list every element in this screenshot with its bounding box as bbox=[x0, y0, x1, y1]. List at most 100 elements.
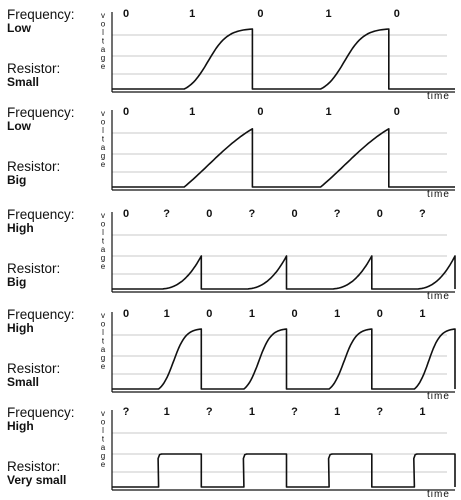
bit-label: ? bbox=[291, 406, 298, 418]
voltage-letter: g bbox=[101, 254, 105, 263]
frequency-label: Frequency: bbox=[7, 7, 75, 22]
bit-label: 1 bbox=[326, 8, 332, 20]
voltage-letter: e bbox=[101, 262, 106, 271]
resistor-label: Resistor: bbox=[7, 159, 60, 174]
bit-label: 0 bbox=[206, 208, 212, 220]
voltage-letter: t bbox=[102, 337, 105, 346]
voltage-trace bbox=[112, 453, 456, 488]
resistor-label: Resistor: bbox=[7, 459, 60, 474]
voltage-letter: v bbox=[101, 109, 105, 118]
bit-label: ? bbox=[249, 208, 256, 220]
bit-label: 1 bbox=[419, 308, 425, 320]
bit-label: 0 bbox=[257, 106, 263, 118]
time-axis-label: time bbox=[427, 291, 450, 302]
bit-label: 0 bbox=[377, 208, 383, 220]
bit-label: 1 bbox=[189, 106, 195, 118]
bit-label: 1 bbox=[334, 308, 340, 320]
voltage-letter: g bbox=[101, 152, 105, 161]
voltage-trace bbox=[112, 128, 455, 188]
frequency-label: Frequency: bbox=[7, 207, 75, 222]
time-axis-label: time bbox=[427, 189, 450, 200]
resistor-value: Small bbox=[7, 375, 39, 389]
voltage-letter: o bbox=[101, 118, 106, 127]
bit-label: ? bbox=[376, 406, 383, 418]
frequency-value: High bbox=[7, 221, 34, 235]
time-axis-label: time bbox=[427, 91, 450, 102]
frequency-value: High bbox=[7, 321, 34, 335]
bit-label: 0 bbox=[257, 8, 263, 20]
bit-label: 1 bbox=[334, 406, 340, 418]
voltage-letter: a bbox=[101, 143, 106, 152]
bit-label: 0 bbox=[291, 208, 297, 220]
voltage-letter: e bbox=[101, 362, 106, 371]
voltage-trace bbox=[112, 328, 456, 390]
voltage-letter: l bbox=[102, 328, 104, 337]
voltage-letter: v bbox=[101, 409, 105, 418]
frequency-value: High bbox=[7, 419, 34, 433]
bit-label: 1 bbox=[419, 406, 425, 418]
bit-label: 0 bbox=[206, 308, 212, 320]
bit-label: 0 bbox=[123, 8, 129, 20]
frequency-value: Low bbox=[7, 21, 32, 35]
bit-label: ? bbox=[206, 406, 213, 418]
resistor-value: Small bbox=[7, 75, 39, 89]
voltage-letter: g bbox=[101, 354, 105, 363]
voltage-letter: l bbox=[102, 126, 104, 135]
voltage-letter: o bbox=[101, 20, 106, 29]
voltage-letter: v bbox=[101, 211, 105, 220]
bit-label: 0 bbox=[377, 308, 383, 320]
voltage-letter: t bbox=[102, 435, 105, 444]
voltage-letter: e bbox=[101, 460, 106, 469]
voltage-letter: g bbox=[101, 54, 105, 63]
voltage-letter: o bbox=[101, 220, 106, 229]
voltage-letter: e bbox=[101, 62, 106, 71]
resistor-label: Resistor: bbox=[7, 261, 60, 276]
voltage-letter: o bbox=[101, 418, 106, 427]
bit-label: 1 bbox=[164, 406, 170, 418]
voltage-letter: l bbox=[102, 28, 104, 37]
frequency-label: Frequency: bbox=[7, 105, 75, 120]
voltage-letter: o bbox=[101, 320, 106, 329]
voltage-trace bbox=[112, 28, 455, 90]
resistor-value: Big bbox=[7, 173, 26, 187]
frequency-value: Low bbox=[7, 119, 32, 133]
voltage-letter: t bbox=[102, 37, 105, 46]
voltage-letter: g bbox=[101, 452, 105, 461]
voltage-letter: a bbox=[101, 45, 106, 54]
resistor-value: Very small bbox=[7, 473, 66, 487]
voltage-trace bbox=[112, 255, 456, 290]
frequency-label: Frequency: bbox=[7, 307, 75, 322]
voltage-letter: l bbox=[102, 228, 104, 237]
bit-label: 1 bbox=[164, 308, 170, 320]
bit-label: 1 bbox=[249, 308, 255, 320]
panel-5: Frequency:High Resistor:Very small voltage… bbox=[7, 405, 456, 500]
bit-label: 1 bbox=[189, 8, 195, 20]
bit-label: 0 bbox=[394, 106, 400, 118]
bit-label: 0 bbox=[123, 106, 129, 118]
voltage-letter: e bbox=[101, 160, 106, 169]
bit-label: ? bbox=[334, 208, 341, 220]
resistor-label: Resistor: bbox=[7, 361, 60, 376]
bit-label: 1 bbox=[326, 106, 332, 118]
voltage-letter: a bbox=[101, 443, 106, 452]
bit-label: ? bbox=[419, 208, 426, 220]
time-axis-label: time bbox=[427, 489, 450, 500]
time-axis-label: time bbox=[427, 391, 450, 402]
resistor-value: Big bbox=[7, 275, 26, 289]
voltage-letter: l bbox=[102, 426, 104, 435]
bit-label: 0 bbox=[123, 208, 129, 220]
bit-label: ? bbox=[123, 406, 130, 418]
voltage-letter: t bbox=[102, 237, 105, 246]
frequency-label: Frequency: bbox=[7, 405, 75, 420]
bit-label: 0 bbox=[123, 308, 129, 320]
